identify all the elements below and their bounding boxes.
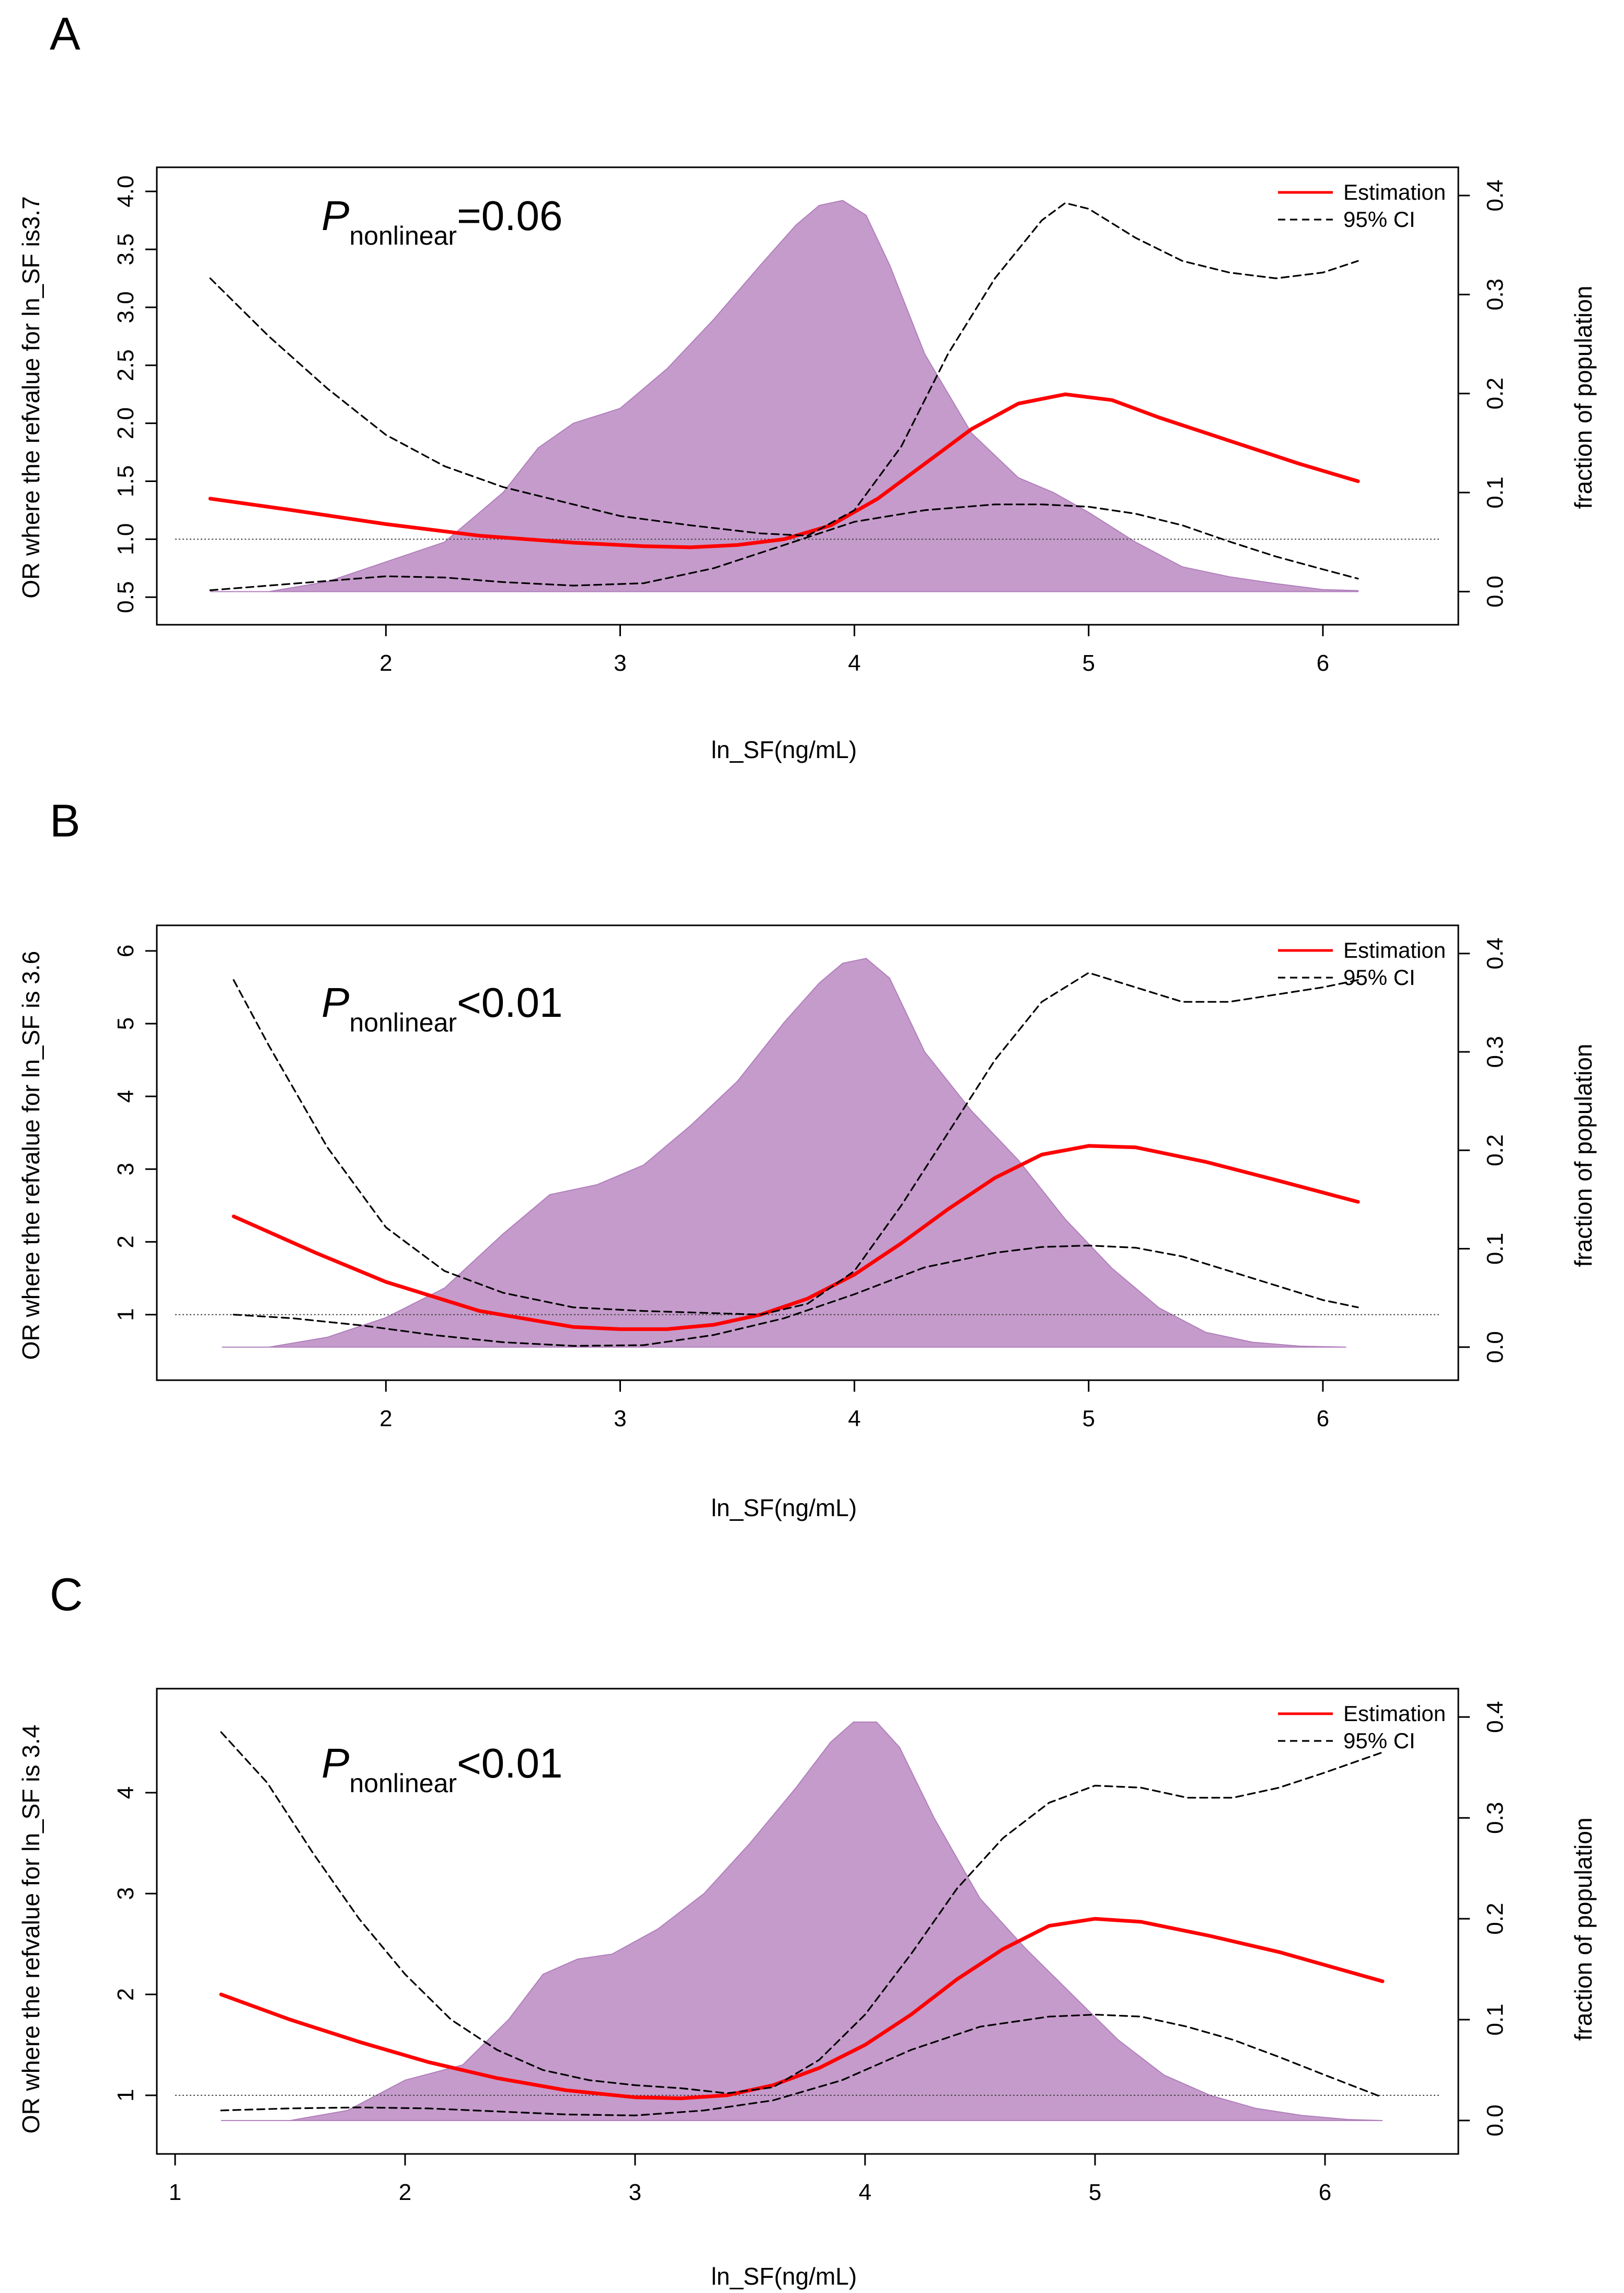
panel-a: A 2 3 4 5 6 0.5 1.0 1.5 2.0 2.5 3.0 3.5 4.0 0.0 0.1 0.2 0… <box>17 8 1597 763</box>
panel-a-y2-tick-label: 0.2 <box>1482 377 1508 409</box>
panel-b-y2-tick-label: 0.0 <box>1482 1331 1508 1363</box>
panel-a-x-tick-label: 3 <box>614 650 626 676</box>
panel-b-y2-tick-label: 0.1 <box>1482 1233 1508 1265</box>
panel-b-legend-estimation-label: Estimation <box>1343 938 1446 962</box>
panel-c-x-axis-title: ln_SF(ng/mL) <box>711 2263 857 2290</box>
panel-c-density-area <box>221 1721 1383 2122</box>
panel-a-y-tick-label: 2.0 <box>113 407 139 439</box>
panel-a-y2-tick-label: 0.4 <box>1482 179 1508 211</box>
panel-c-legend-ci-label: 95% CI <box>1343 1728 1415 1753</box>
panel-b-y2-tick-label: 0.4 <box>1482 937 1508 969</box>
panel-c-x-tick-label: 2 <box>399 2180 411 2205</box>
panel-c-p-annotation: Pnonlinear<0.01 <box>321 1740 563 1798</box>
panel-a-x-tick-label: 6 <box>1317 650 1329 676</box>
panel-a-p-subscript: nonlinear <box>349 221 457 250</box>
panel-a-y-tick-label: 2.5 <box>113 349 139 381</box>
panel-b-label: B <box>50 795 80 846</box>
panel-a-legend-estimation-label: Estimation <box>1343 180 1446 204</box>
panel-a-y-tick-label: 3.5 <box>113 233 139 265</box>
panel-c-y2-tick-label: 0.2 <box>1482 1903 1508 1935</box>
panel-b-x-tick-label: 4 <box>848 1406 860 1431</box>
panel-c-p-subscript: nonlinear <box>349 1769 457 1798</box>
panel-c-x-tick-label: 6 <box>1319 2180 1331 2205</box>
panel-b-x-tick-label: 5 <box>1082 1406 1095 1431</box>
panel-a-estimation-line <box>208 392 1360 549</box>
panel-b-x-tick-label: 2 <box>379 1406 392 1431</box>
panel-b-p-symbol: P <box>321 979 349 1026</box>
panel-b-x-tick-label: 6 <box>1317 1406 1329 1431</box>
panel-c-p-value: <0.01 <box>457 1740 562 1786</box>
panel-a-legend-ci-label: 95% CI <box>1343 207 1415 232</box>
panel-c-y2-tick-label: 0.4 <box>1482 1701 1508 1733</box>
panel-b-legend: Estimation 95% CI <box>1278 938 1446 990</box>
panel-b-y2-tick-label: 0.2 <box>1482 1134 1508 1166</box>
panel-b-y-tick-label: 1 <box>113 1308 139 1321</box>
panel-c-y-tick-label: 2 <box>113 1988 139 2001</box>
panel-a-y-axis-title: OR where the refvalue for ln_SF is3.7 <box>17 196 44 599</box>
panel-b-y-axis-title: OR where the refvalue for ln_SF is 3.6 <box>17 951 44 1360</box>
panel-b-density-area <box>222 958 1346 1348</box>
panel-a-x-axis-title: ln_SF(ng/mL) <box>711 736 857 763</box>
panel-a-y-tick-label: 1.5 <box>113 465 139 497</box>
panel-b-y-tick-label: 3 <box>113 1163 139 1175</box>
panel-b-ci-upper-line <box>233 972 1359 1316</box>
panel-b-p-annotation: Pnonlinear<0.01 <box>321 979 563 1037</box>
panel-b-y-tick-label: 6 <box>113 945 139 957</box>
panel-a-legend: Estimation 95% CI <box>1278 180 1446 232</box>
panel-c-y-tick-label: 1 <box>113 2089 139 2102</box>
panel-b-y-tick-label: 4 <box>113 1090 139 1103</box>
panel-a-y2-tick-label: 0.3 <box>1482 279 1508 311</box>
panel-c-estimation-line <box>219 1917 1385 2101</box>
panel-a-label: A <box>50 8 80 60</box>
panel-b-ci-lower-line <box>233 1244 1359 1347</box>
panel-b-y-tick-label: 5 <box>113 1017 139 1030</box>
panel-b-y2-axis-title: fraction of population <box>1570 1044 1597 1267</box>
panel-b: B 2 3 4 5 6 1 2 3 4 5 6 0.0 0.1 0.2 0.3 0.4 ln_SF(ng/mL) O… <box>17 795 1597 1521</box>
panel-c-x-tick-label: 5 <box>1089 2180 1101 2205</box>
panel-c-ci-lower-line <box>220 2013 1384 2116</box>
panel-a-x-tick-label: 4 <box>848 650 860 676</box>
panel-c-legend-estimation-label: Estimation <box>1343 1701 1446 1726</box>
panel-c-x-tick-label: 4 <box>859 2180 871 2205</box>
panel-b-x-tick-label: 3 <box>614 1406 626 1431</box>
panel-c-y-tick-label: 4 <box>113 1786 139 1799</box>
panel-b-y2-tick-label: 0.3 <box>1482 1036 1508 1068</box>
panel-b-legend-ci-label: 95% CI <box>1343 965 1415 990</box>
panel-a-p-symbol: P <box>321 192 349 239</box>
panel-c-x-tick-label: 1 <box>169 2180 181 2205</box>
panel-a-y-tick-label: 3.0 <box>113 291 139 323</box>
panel-c-y-axis-title: OR where the refvalue for ln_SF is 3.4 <box>17 1725 44 2134</box>
panel-a-y-tick-label: 1.0 <box>113 523 139 555</box>
panel-b-x-axis-title: ln_SF(ng/mL) <box>711 1494 857 1521</box>
panel-a-y2-tick-label: 0.0 <box>1482 576 1508 607</box>
panel-c-ci-upper-line <box>220 1731 1384 2094</box>
panel-c-y2-tick-label: 0.1 <box>1482 2004 1508 2036</box>
panel-a-y2-axis-title: fraction of population <box>1570 285 1597 509</box>
panel-c-y2-tick-label: 0.0 <box>1482 2104 1508 2136</box>
panel-c-p-symbol: P <box>321 1740 349 1786</box>
panel-c-x-tick-label: 3 <box>629 2180 641 2205</box>
panel-a-ci-lower-line <box>209 503 1359 591</box>
panel-c-y2-tick-label: 0.3 <box>1482 1802 1508 1834</box>
panel-a-x-tick-label: 5 <box>1082 650 1095 676</box>
panel-c-y-tick-label: 3 <box>113 1887 139 1900</box>
panel-c-label: C <box>50 1568 83 1620</box>
panel-a-y-tick-label: 0.5 <box>113 581 139 613</box>
panel-a-x-tick-label: 2 <box>379 650 392 676</box>
panel-b-p-subscript: nonlinear <box>349 1008 457 1037</box>
panel-a-ci-upper-line <box>209 202 1359 537</box>
panel-a-y-tick-label: 4.0 <box>113 176 139 208</box>
panel-b-p-value: <0.01 <box>457 979 562 1026</box>
panel-a-p-annotation: Pnonlinear=0.06 <box>321 192 563 250</box>
panel-b-y-tick-label: 2 <box>113 1235 139 1248</box>
panel-a-y2-tick-label: 0.1 <box>1482 477 1508 509</box>
panel-c: C 1 2 3 4 5 6 1 2 3 4 0.0 0.1 0.2 0.3 0.4 ln_SF(ng/mL) OR… <box>17 1568 1597 2290</box>
panel-c-y2-axis-title: fraction of population <box>1570 1817 1597 2040</box>
panel-a-p-value: =0.06 <box>457 192 562 239</box>
panel-a-density-area <box>210 200 1359 592</box>
